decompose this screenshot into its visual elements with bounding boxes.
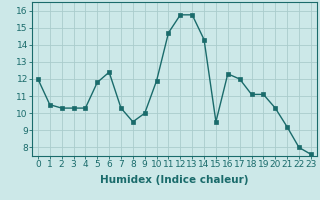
X-axis label: Humidex (Indice chaleur): Humidex (Indice chaleur) xyxy=(100,175,249,185)
